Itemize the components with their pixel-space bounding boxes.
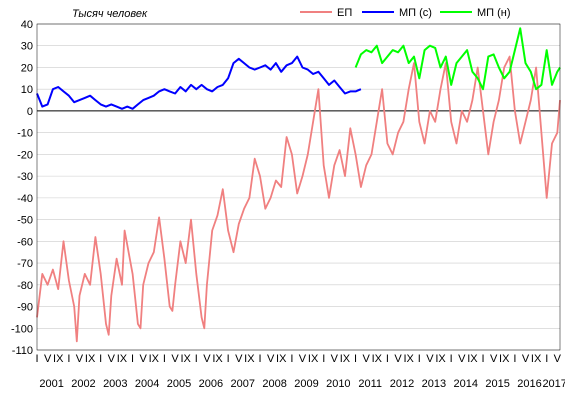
- y-axis-ticks: -110-100-90-80-70-60-50-40-30-20-1001020…: [11, 19, 33, 357]
- x-month-tick-label: IX: [276, 353, 287, 365]
- x-month-tick-label: I: [513, 353, 516, 365]
- legend: ЕП МП (с) МП (н): [300, 7, 511, 19]
- y-tick-label: -110: [12, 345, 33, 357]
- y-tick-label: -30: [17, 171, 33, 183]
- y-tick-label: -100: [11, 323, 33, 335]
- legend-label-mp-n: МП (н): [477, 7, 511, 19]
- x-month-tick-label: V: [108, 353, 116, 365]
- x-year-label: 2012: [390, 378, 414, 390]
- x-year-label: 2014: [454, 378, 478, 390]
- x-month-tick-label: IX: [435, 353, 446, 365]
- y-tick-label: 30: [21, 41, 33, 53]
- x-month-tick-label: I: [322, 353, 325, 365]
- x-year-label: 2008: [262, 378, 286, 390]
- x-year-label: 2009: [294, 378, 318, 390]
- x-year-label: 2001: [39, 378, 63, 390]
- x-month-tick-label: IX: [117, 353, 128, 365]
- x-month-tick-label: V: [394, 353, 402, 365]
- y-tick-label: 20: [21, 62, 33, 74]
- y-tick-label: 40: [21, 19, 33, 31]
- x-month-tick-label: I: [450, 353, 453, 365]
- x-month-tick-label: V: [522, 353, 530, 365]
- x-month-tick-label: V: [171, 353, 179, 365]
- y-tick-label: 10: [21, 84, 33, 96]
- x-year-label: 2016: [517, 378, 541, 390]
- x-month-tick-label: V: [76, 353, 84, 365]
- x-month-tick-label: V: [44, 353, 52, 365]
- x-month-tick-label: IX: [85, 353, 96, 365]
- x-month-tick-label: IX: [212, 353, 223, 365]
- x-month-tick-label: I: [67, 353, 70, 365]
- x-month-tick-label: I: [227, 353, 230, 365]
- x-year-label: 2006: [199, 378, 223, 390]
- x-month-tick-label: V: [267, 353, 275, 365]
- series-lines: [36, 27, 561, 343]
- x-month-tick-label: I: [258, 353, 261, 365]
- x-month-tick-label: I: [386, 353, 389, 365]
- x-year-label: 2003: [103, 378, 127, 390]
- x-month-tick-label: V: [203, 353, 211, 365]
- series-line-mp-s: [36, 55, 362, 110]
- x-month-tick-label: V: [140, 353, 148, 365]
- gridlines: [37, 23, 560, 351]
- x-month-tick-label: V: [331, 353, 339, 365]
- x-year-label: 2011: [358, 378, 382, 390]
- x-year-label: 2002: [71, 378, 95, 390]
- y-tick-label: -80: [17, 280, 33, 292]
- x-month-tick-label: I: [35, 353, 38, 365]
- x-year-label: 2013: [422, 378, 446, 390]
- x-month-tick-label: IX: [180, 353, 191, 365]
- x-month-tick-label: I: [163, 353, 166, 365]
- y-tick-label: -90: [17, 302, 33, 314]
- x-year-label: 2005: [167, 378, 191, 390]
- legend-label-ep: ЕП: [337, 7, 352, 19]
- x-month-tick-label: I: [418, 353, 421, 365]
- plot-frame: [36, 23, 561, 351]
- series-line-mp-n: [354, 27, 561, 91]
- y-tick-label: -10: [17, 128, 33, 140]
- x-month-tick-label: I: [481, 353, 484, 365]
- x-year-label: 2007: [231, 378, 255, 390]
- x-month-tick-label: IX: [149, 353, 160, 365]
- x-month-tick-label: V: [426, 353, 434, 365]
- series-line-ep: [36, 55, 561, 343]
- y-axis-title: Тысяч человек: [72, 8, 148, 20]
- y-tick-label: 0: [27, 106, 33, 118]
- x-year-label: 2017: [542, 378, 565, 390]
- x-month-tick-label: V: [299, 353, 307, 365]
- x-year-label: 2015: [485, 378, 509, 390]
- x-month-tick-label: I: [99, 353, 102, 365]
- x-month-tick-label: IX: [308, 353, 319, 365]
- x-month-tick-label: V: [458, 353, 466, 365]
- y-tick-label: -20: [17, 149, 33, 161]
- x-month-tick-label: I: [354, 353, 357, 365]
- legend-label-mp-s: МП (с): [399, 7, 432, 19]
- x-month-tick-label: I: [195, 353, 198, 365]
- x-axis-ticks: I V IX I V IX I V IX I V IX I V IX I V IX I V IX I V IX I V IX I V IX…: [35, 353, 565, 390]
- x-month-tick-label: I: [131, 353, 134, 365]
- x-month-tick-label: I: [545, 353, 548, 365]
- x-month-tick-label: IX: [467, 353, 478, 365]
- x-year-label: 2004: [135, 378, 159, 390]
- x-month-tick-label: IX: [372, 353, 383, 365]
- x-month-tick-label: IX: [403, 353, 414, 365]
- x-month-tick-label: IX: [531, 353, 542, 365]
- x-month-tick-label: V: [235, 353, 243, 365]
- x-month-tick-label: IX: [499, 353, 510, 365]
- x-month-tick-label: V: [554, 353, 562, 365]
- x-month-tick-label: IX: [340, 353, 351, 365]
- x-month-tick-label: IX: [244, 353, 255, 365]
- y-tick-label: -70: [17, 258, 33, 270]
- y-tick-label: -40: [17, 193, 33, 205]
- x-month-tick-label: V: [490, 353, 498, 365]
- y-tick-label: -50: [17, 215, 33, 227]
- x-month-tick-label: I: [290, 353, 293, 365]
- x-month-tick-label: IX: [53, 353, 64, 365]
- x-year-label: 2010: [326, 378, 350, 390]
- x-month-tick-label: V: [363, 353, 371, 365]
- y-tick-label: -60: [17, 236, 33, 248]
